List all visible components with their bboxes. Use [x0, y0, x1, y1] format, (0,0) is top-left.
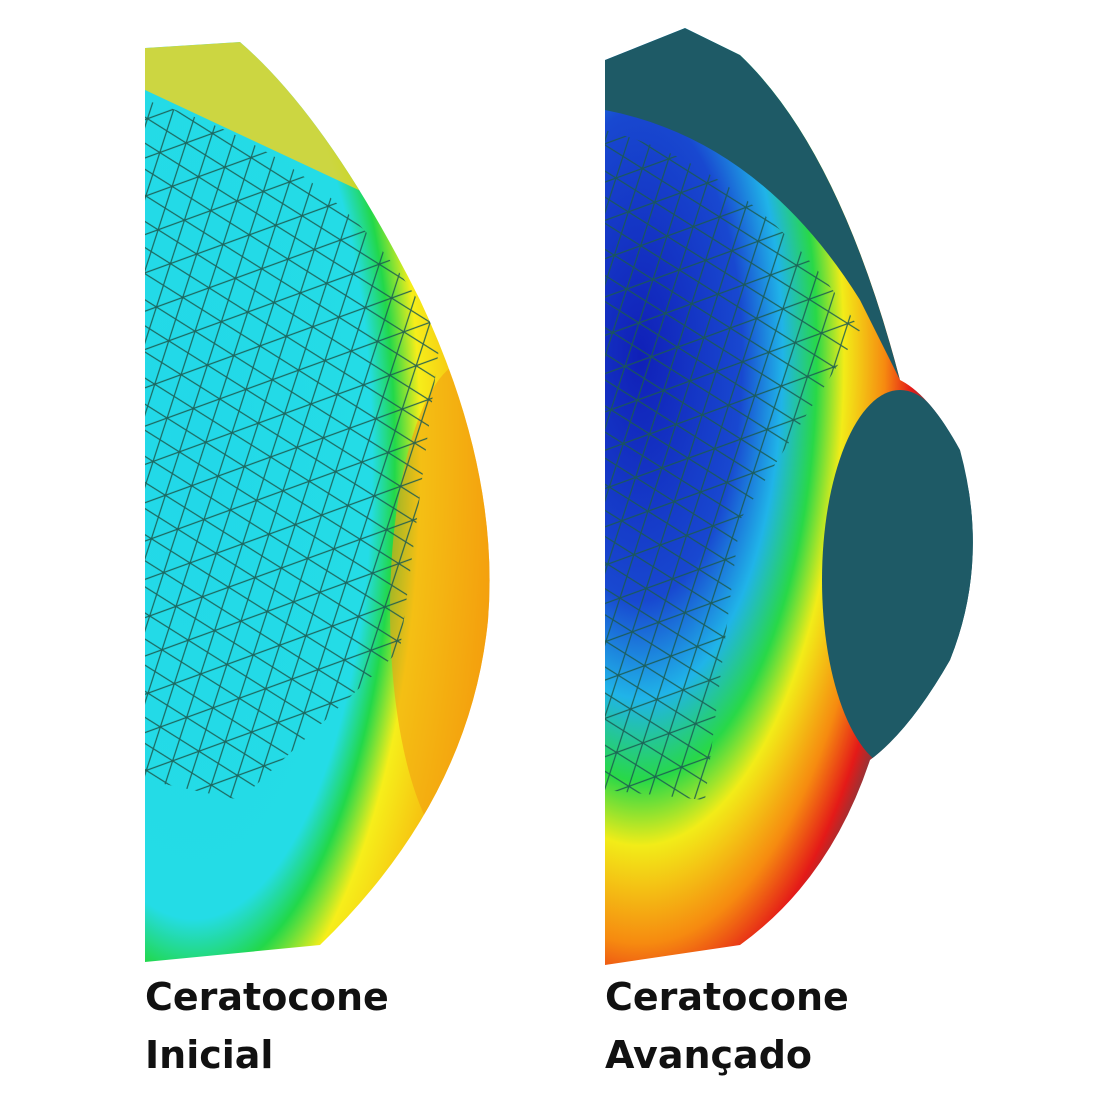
keratoconus-initial-map [145, 42, 490, 962]
caption: Ceratocone [605, 975, 849, 1019]
keratoconus-advanced-map [605, 28, 973, 965]
caption: Avançado [605, 1033, 812, 1077]
caption: Inicial [145, 1033, 273, 1077]
caption: Ceratocone [145, 975, 389, 1019]
